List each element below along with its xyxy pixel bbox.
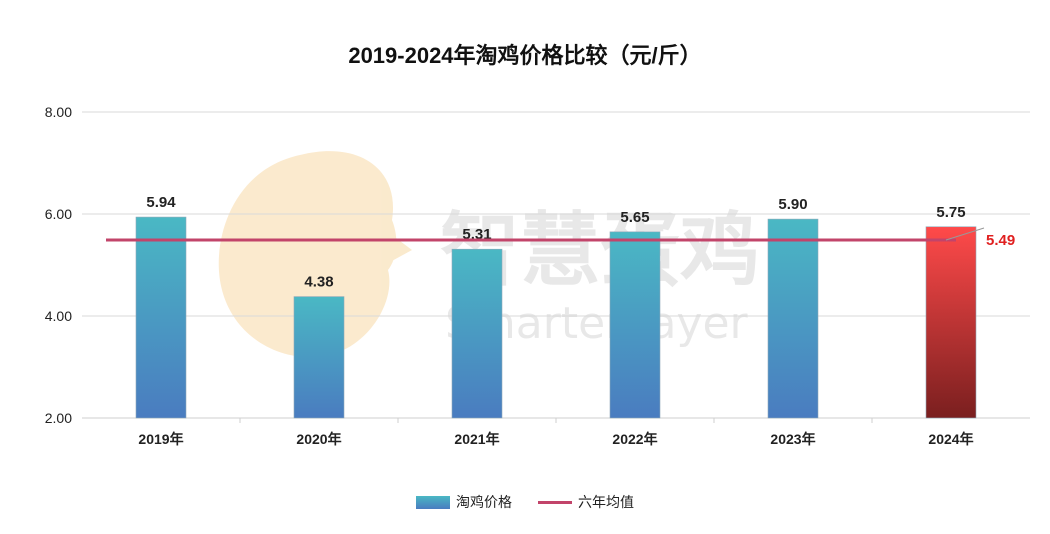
average-label: 5.49 bbox=[986, 232, 1015, 249]
y-tick-label: 8.00 bbox=[45, 104, 72, 120]
x-tick-label: 2024年 bbox=[928, 431, 973, 447]
bar bbox=[451, 248, 503, 419]
x-tick-label: 2022年 bbox=[612, 431, 657, 447]
legend: 淘鸡价格 六年均值 bbox=[0, 492, 1050, 512]
x-axis: 2019年 2020年 2021年 2022年 2023年 2024年 bbox=[138, 418, 974, 447]
watermark-logo bbox=[218, 151, 397, 358]
y-tick-label: 4.00 bbox=[45, 308, 72, 324]
legend-swatch-line bbox=[538, 500, 572, 504]
y-tick-label: 6.00 bbox=[45, 206, 72, 222]
y-axis: 8.00 6.00 4.00 2.00 bbox=[45, 104, 72, 426]
x-tick-label: 2023年 bbox=[770, 431, 815, 447]
average-line-group: 5.49 bbox=[106, 227, 1015, 249]
bar bbox=[609, 231, 661, 419]
data-label: 5.65 bbox=[620, 209, 649, 226]
data-label: 5.90 bbox=[778, 196, 807, 213]
y-tick-label: 2.00 bbox=[45, 410, 72, 426]
bar bbox=[293, 296, 345, 419]
x-tick-label: 2021年 bbox=[454, 431, 499, 447]
bar-series bbox=[135, 216, 977, 419]
legend-item-average: 六年均值 bbox=[538, 492, 634, 512]
x-tick-label: 2020年 bbox=[296, 431, 341, 447]
bar bbox=[767, 218, 819, 419]
data-label: 4.38 bbox=[304, 274, 333, 291]
x-tick-label: 2019年 bbox=[138, 431, 183, 447]
data-label: 5.94 bbox=[146, 194, 176, 211]
legend-item-price: 淘鸡价格 bbox=[416, 492, 512, 512]
bar bbox=[135, 216, 187, 419]
legend-swatch-bar bbox=[416, 495, 450, 509]
legend-label-price: 淘鸡价格 bbox=[456, 494, 512, 510]
watermark-logo-beak bbox=[390, 235, 412, 262]
average-leader-line bbox=[945, 227, 985, 241]
bar bbox=[925, 226, 977, 419]
chart-title: 2019-2024年淘鸡价格比较（元/斤） bbox=[348, 43, 702, 68]
legend-label-average: 六年均值 bbox=[578, 494, 634, 510]
data-label: 5.75 bbox=[936, 204, 965, 221]
